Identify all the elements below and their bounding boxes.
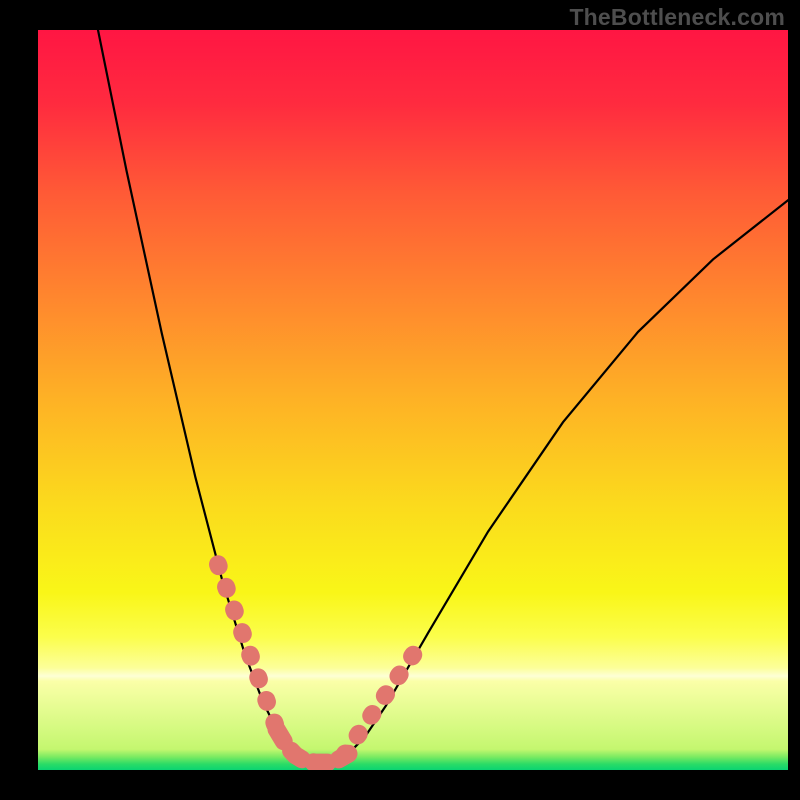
chart-plot-area: [38, 30, 788, 770]
chart-curve-layer: [38, 30, 788, 770]
frame-right: [788, 0, 800, 800]
frame-bottom: [0, 770, 800, 800]
frame-left: [0, 0, 38, 800]
bottleneck-curve: [89, 30, 788, 763]
curve-bead-overlay: [218, 564, 277, 728]
watermark-text: TheBottleneck.com: [569, 4, 785, 31]
curve-bead-overlay: [344, 644, 421, 755]
